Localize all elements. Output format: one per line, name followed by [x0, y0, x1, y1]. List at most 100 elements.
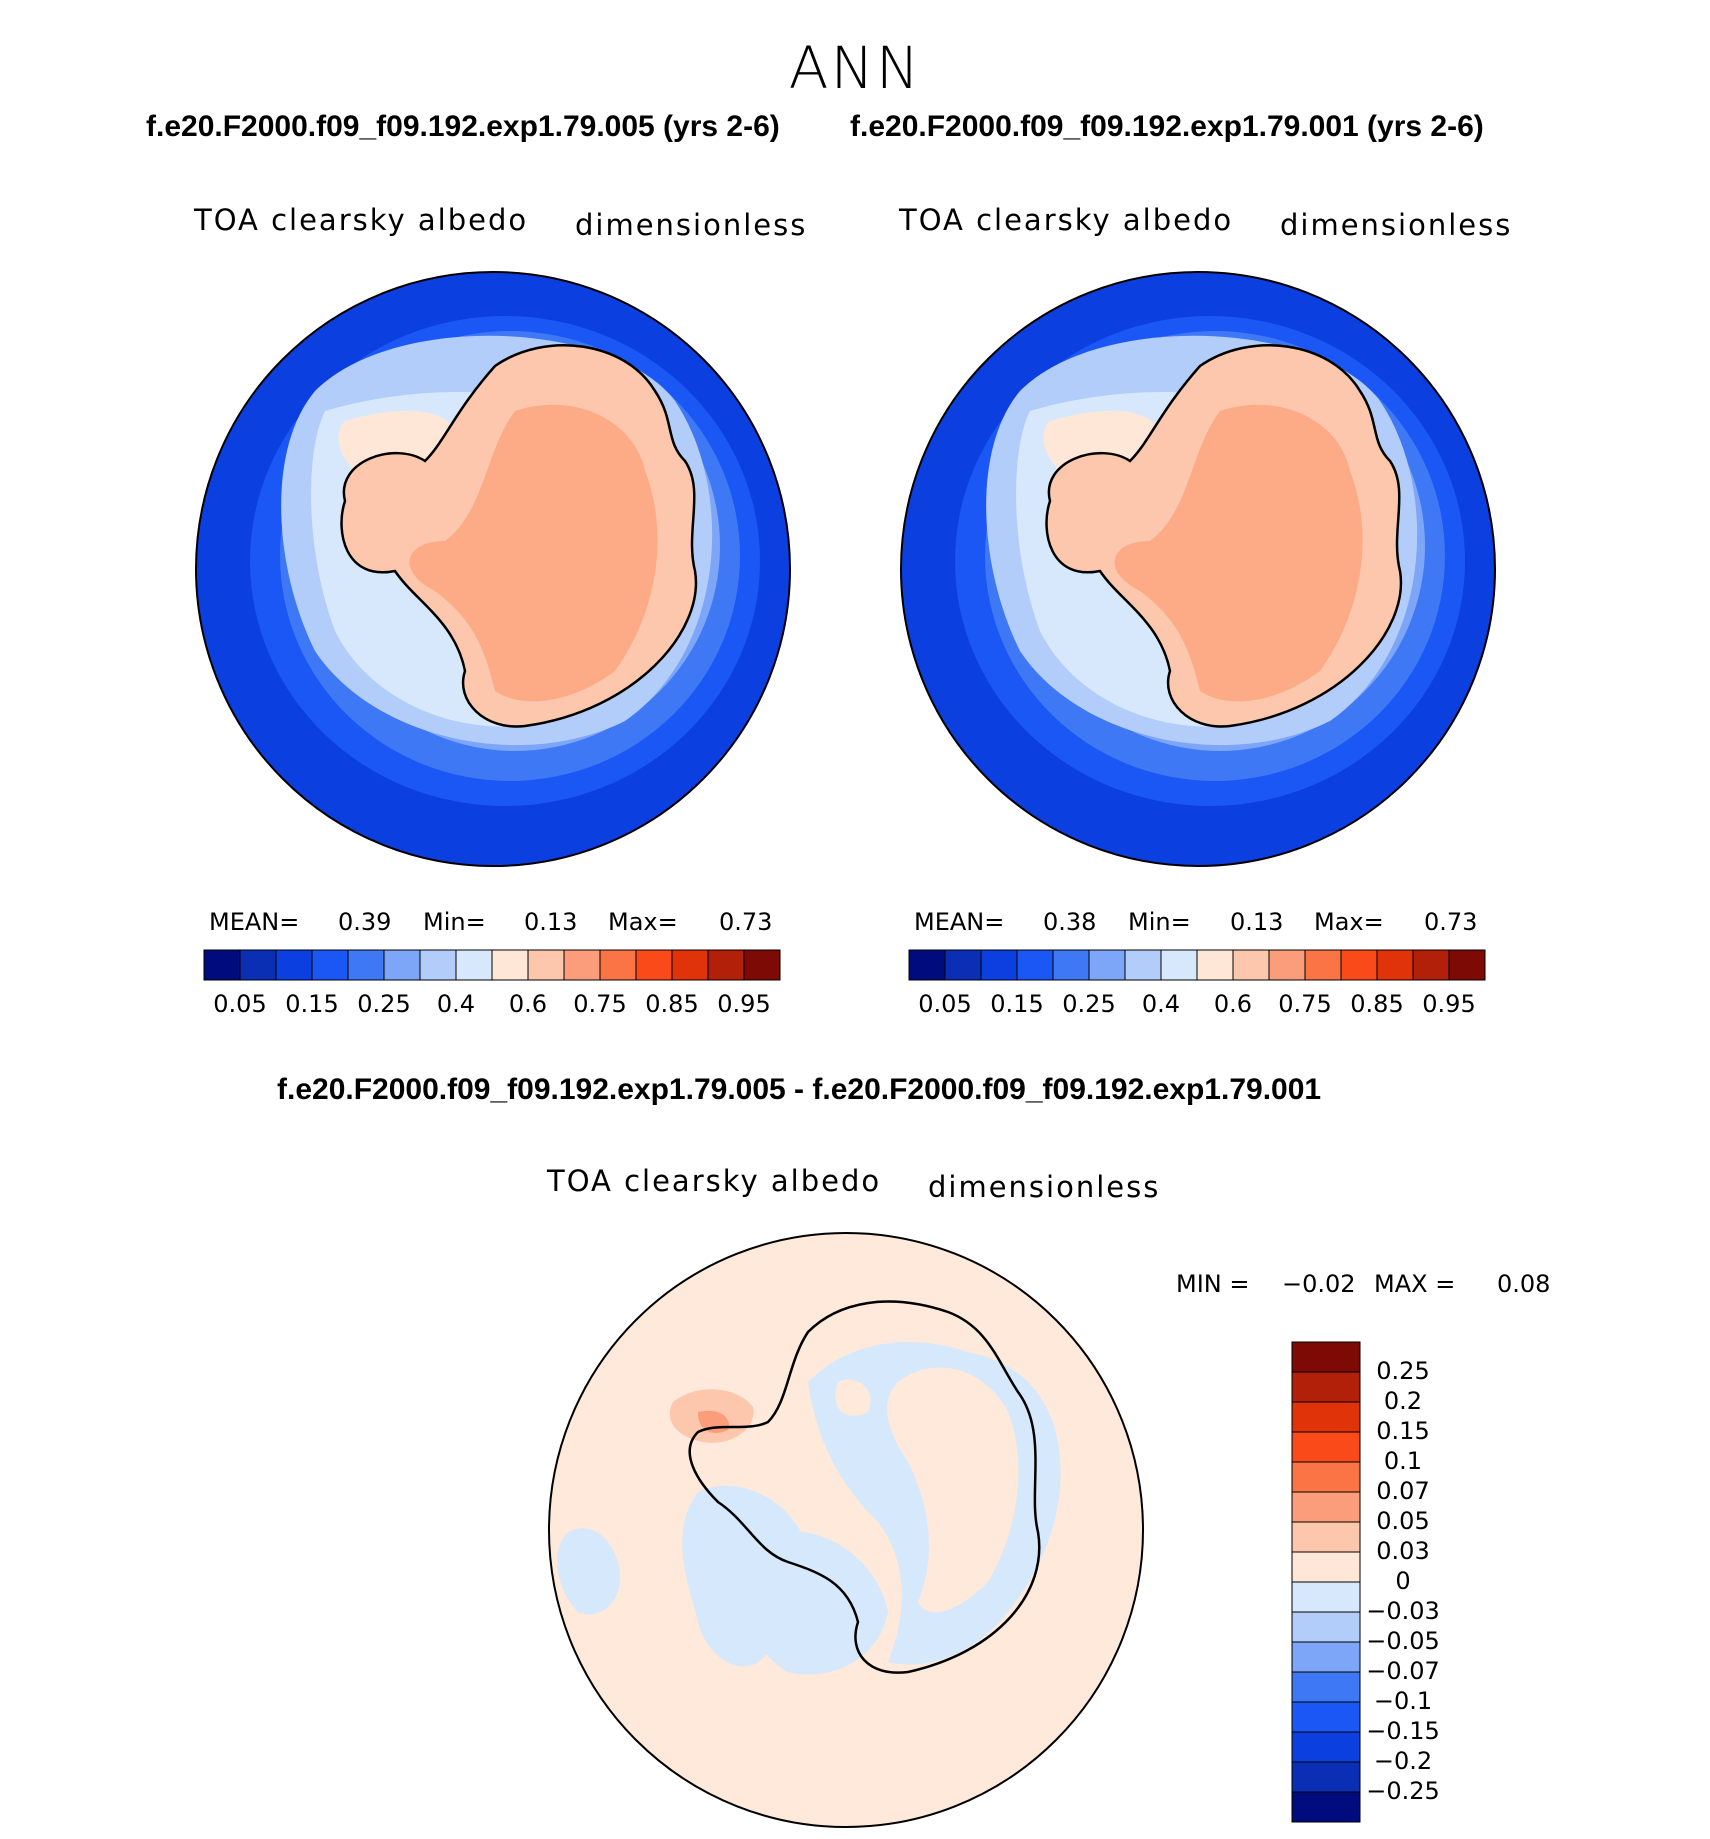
colorbar-label: 0.75 — [573, 990, 627, 1018]
colorbar-label: 0.05 — [213, 990, 267, 1018]
var-name-left: TOA clearsky albedo — [194, 203, 529, 237]
colorbar-label: 0.05 — [918, 990, 972, 1018]
polar-map-left — [195, 271, 791, 867]
colorbar-label: −0.07 — [1366, 1657, 1440, 1685]
colorbar-swatch — [671, 949, 709, 981]
colorbar-swatch — [1160, 949, 1198, 981]
colorbar-swatch — [1291, 1641, 1361, 1673]
mean-label-left: MEAN= — [209, 908, 300, 936]
colorbar-label: 0.15 — [990, 990, 1044, 1018]
diff-max-value: 0.08 — [1497, 1270, 1551, 1298]
colorbar-swatch — [1340, 949, 1378, 981]
colorbar-swatch — [1304, 949, 1342, 981]
colorbar-label: 0.85 — [1350, 990, 1404, 1018]
colorbar-label: 0.95 — [1422, 990, 1476, 1018]
colorbar-label: −0.03 — [1366, 1597, 1440, 1625]
max-label-left: Max= — [608, 908, 678, 936]
min-value-left: 0.13 — [524, 908, 578, 936]
colorbar-swatch — [419, 949, 457, 981]
colorbar-label: 0.6 — [1213, 990, 1253, 1018]
mean-value-right: 0.38 — [1043, 908, 1097, 936]
diff-min-value: −0.02 — [1282, 1270, 1356, 1298]
max-value-right: 0.73 — [1424, 908, 1478, 936]
colorbar-swatch — [743, 949, 781, 981]
colorbar-swatch — [347, 949, 385, 981]
colorbar-label: −0.25 — [1366, 1777, 1440, 1805]
units-right: dimensionless — [1280, 208, 1513, 242]
case-title-left: f.e20.F2000.f09_f09.192.exp1.79.005 (yrs… — [146, 110, 780, 143]
min-label-left: Min= — [423, 908, 486, 936]
colorbar-swatch — [1291, 1791, 1361, 1823]
colorbar-swatch — [383, 949, 421, 981]
colorbar-swatch — [1196, 949, 1234, 981]
max-label-right: Max= — [1314, 908, 1384, 936]
colorbar-swatch — [908, 949, 946, 981]
colorbar-label: 0.2 — [1383, 1387, 1423, 1415]
colorbar-label: 0.6 — [508, 990, 548, 1018]
figure-title: ANN — [788, 34, 922, 102]
polar-map-right — [900, 271, 1496, 867]
colorbar-swatch — [311, 949, 349, 981]
colorbar-swatch — [635, 949, 673, 981]
max-value-left: 0.73 — [719, 908, 773, 936]
colorbar-swatch — [491, 949, 529, 981]
colorbar-label: −0.05 — [1366, 1627, 1440, 1655]
colorbar-label: 0.25 — [357, 990, 411, 1018]
colorbar-swatch — [455, 949, 493, 981]
colorbar-swatch — [1291, 1461, 1361, 1493]
colorbar-swatch — [1448, 949, 1486, 981]
colorbar-label: 0.15 — [1376, 1417, 1430, 1445]
colorbar-label: 0 — [1395, 1567, 1411, 1595]
polar-map-diff — [548, 1232, 1144, 1828]
colorbar-label: −0.2 — [1373, 1747, 1433, 1775]
colorbar-swatch — [1291, 1701, 1361, 1733]
colorbar-swatch — [1291, 1671, 1361, 1703]
colorbar-swatch — [944, 949, 982, 981]
colorbar-label: 0.25 — [1376, 1357, 1430, 1385]
colorbar-label: −0.1 — [1373, 1687, 1433, 1715]
colorbar-label: 0.75 — [1278, 990, 1332, 1018]
colorbar-swatch — [203, 949, 241, 981]
diff-max-label: MAX = — [1374, 1270, 1456, 1298]
colorbar-label: 0.05 — [1376, 1507, 1430, 1535]
mean-label-right: MEAN= — [914, 908, 1005, 936]
colorbar-label: 0.95 — [717, 990, 771, 1018]
colorbar-swatch — [1291, 1611, 1361, 1643]
colorbar-label: 0.1 — [1383, 1447, 1423, 1475]
case-title-right: f.e20.F2000.f09_f09.192.exp1.79.001 (yrs… — [850, 110, 1484, 143]
colorbar-swatch — [1052, 949, 1090, 981]
colorbar-swatch — [1016, 949, 1054, 981]
colorbar-swatch — [1088, 949, 1126, 981]
diff-min-label: MIN = — [1176, 1270, 1250, 1298]
units-left: dimensionless — [575, 208, 808, 242]
colorbar-swatch — [1291, 1401, 1361, 1433]
colorbar-swatch — [1291, 1551, 1361, 1583]
colorbar-swatch — [239, 949, 277, 981]
colorbar-swatch — [1291, 1731, 1361, 1763]
colorbar-label: 0.15 — [285, 990, 339, 1018]
mean-value-left: 0.39 — [338, 908, 392, 936]
colorbar-label: 0.07 — [1376, 1477, 1430, 1505]
colorbar-label: 0.4 — [436, 990, 476, 1018]
colorbar-swatch — [1291, 1761, 1361, 1793]
colorbar-label: 0.03 — [1376, 1537, 1430, 1565]
colorbar-swatch — [275, 949, 313, 981]
colorbar-label: 0.25 — [1062, 990, 1116, 1018]
colorbar-swatch — [980, 949, 1018, 981]
colorbar-swatch — [1124, 949, 1162, 981]
colorbar-label: −0.15 — [1366, 1717, 1440, 1745]
colorbar-swatch — [1376, 949, 1414, 981]
colorbar-label: 0.4 — [1141, 990, 1181, 1018]
colorbar-right — [908, 949, 1486, 981]
colorbar-swatch — [1291, 1431, 1361, 1463]
colorbar-swatch — [1268, 949, 1306, 981]
colorbar-left — [203, 949, 781, 981]
colorbar-swatch — [1291, 1371, 1361, 1403]
diff-case-title: f.e20.F2000.f09_f09.192.exp1.79.005 - f.… — [277, 1073, 1322, 1106]
colorbar-swatch — [1412, 949, 1450, 981]
colorbar-swatch — [707, 949, 745, 981]
colorbar-swatch — [1291, 1341, 1361, 1373]
colorbar-swatch — [1291, 1581, 1361, 1613]
colorbar-swatch — [527, 949, 565, 981]
min-value-right: 0.13 — [1230, 908, 1284, 936]
